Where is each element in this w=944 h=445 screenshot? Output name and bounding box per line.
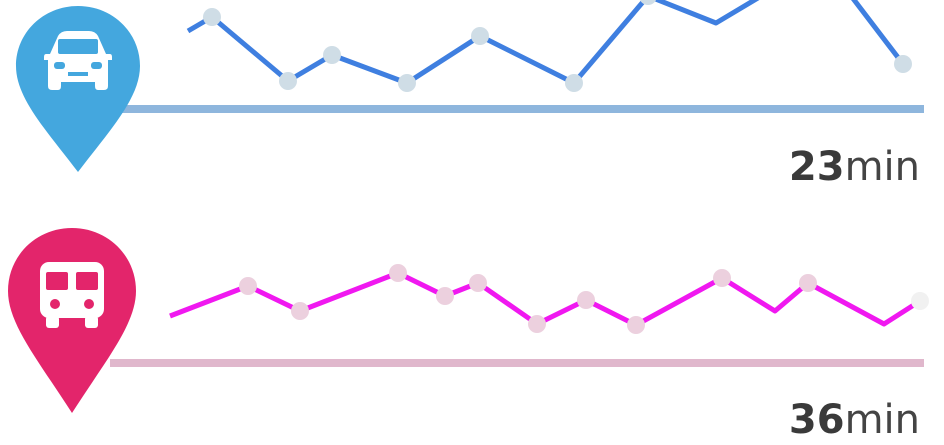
car-baseline (110, 105, 924, 113)
car-point (279, 72, 297, 90)
bus-point (389, 264, 407, 282)
bus-row (8, 228, 929, 413)
car-point (894, 55, 912, 73)
car-time-value: 23 (788, 144, 845, 190)
bus-baseline (110, 359, 924, 367)
car-point (471, 27, 489, 45)
car-time-unit: min (844, 144, 920, 190)
car-icon (44, 31, 112, 90)
car-trend-line (186, 0, 905, 86)
car-point (565, 74, 583, 92)
bus-time-value: 36 (788, 397, 845, 443)
car-point (398, 74, 416, 92)
car-point (323, 46, 341, 64)
bus-point (627, 316, 645, 334)
car-row (16, 0, 924, 172)
bus-point (799, 274, 817, 292)
car-point (639, 0, 657, 5)
bus-point (713, 269, 731, 287)
bus-icon (40, 262, 104, 328)
bus-point (239, 277, 257, 295)
bus-time-label: 36min (789, 400, 920, 440)
bus-pin (8, 228, 136, 413)
bus-point (469, 274, 487, 292)
bus-point (577, 291, 595, 309)
car-time-label: 23min (789, 147, 920, 187)
car-trend-points (203, 0, 912, 92)
bus-point (911, 292, 929, 310)
car-pin (16, 6, 140, 172)
bus-point (528, 315, 546, 333)
bus-point (291, 302, 309, 320)
bus-time-unit: min (844, 397, 920, 443)
car-point (203, 8, 221, 26)
bus-trend-points (239, 264, 929, 334)
bus-point (436, 287, 454, 305)
